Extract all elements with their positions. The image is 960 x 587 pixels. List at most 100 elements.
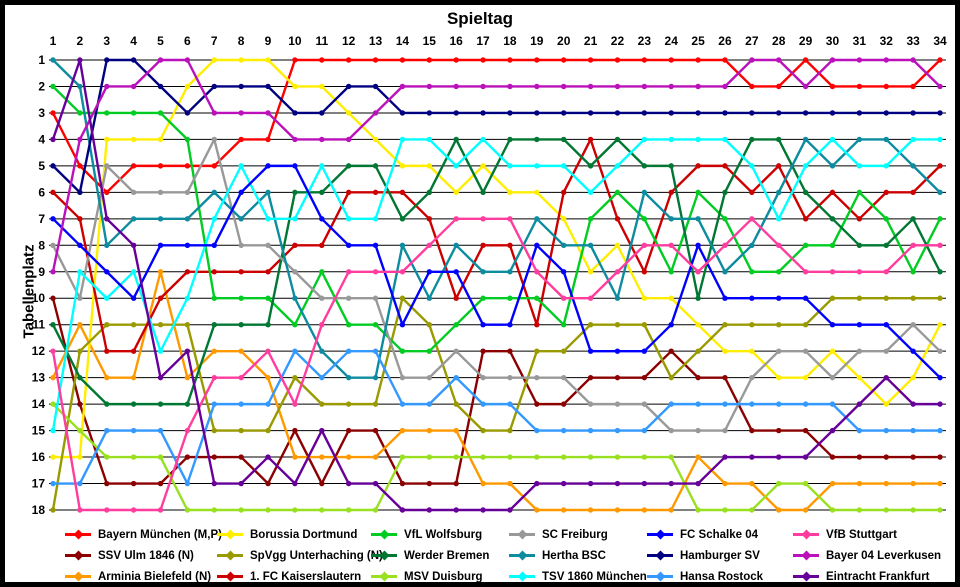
x-tick-32: 32 [880, 34, 894, 48]
data-point [238, 480, 244, 487]
legend-diamond-icon [225, 550, 236, 561]
data-point [534, 295, 540, 301]
data-point [265, 269, 271, 275]
data-point [749, 401, 755, 407]
legend-diamond-icon [517, 571, 528, 582]
data-point [776, 57, 782, 63]
data-point [910, 242, 916, 248]
data-point [749, 269, 755, 275]
legend-column: Bayern München (M,P) SSV Ulm 1846 (N) Armi… [65, 524, 222, 583]
data-point [399, 57, 406, 63]
data-point [399, 189, 406, 196]
data-point [829, 83, 836, 90]
data-point [937, 322, 943, 328]
chart-legend: Bayern München (M,P) SSV Ulm 1846 (N) Armi… [5, 524, 955, 583]
data-point [641, 269, 648, 275]
data-point [211, 401, 217, 407]
data-point [668, 83, 674, 90]
data-point [829, 189, 836, 196]
data-point [292, 480, 298, 487]
data-point [480, 57, 486, 63]
legend-label: Bayer 04 Leverkusen [826, 549, 942, 562]
data-point [560, 189, 567, 196]
data-point [560, 269, 567, 275]
data-point [802, 322, 809, 328]
data-point [345, 83, 352, 90]
data-point [50, 480, 56, 487]
legend-line-marker-swatch [217, 571, 243, 582]
data-point [480, 295, 486, 301]
data-point [399, 374, 406, 381]
data-point [937, 348, 943, 354]
data-point [560, 322, 567, 328]
data-point [211, 189, 217, 196]
data-point [265, 348, 271, 354]
data-point [937, 110, 943, 116]
data-point [77, 507, 83, 513]
x-tick-9: 9 [265, 34, 272, 48]
data-point [507, 374, 513, 381]
data-point [157, 163, 164, 169]
data-point [211, 83, 217, 90]
data-point [668, 57, 674, 63]
data-point [238, 295, 244, 301]
data-point [372, 163, 379, 169]
legend-line-marker-swatch [371, 550, 397, 561]
data-point [426, 348, 433, 354]
data-point [507, 136, 513, 143]
data-point [292, 242, 298, 248]
data-point [534, 269, 540, 275]
data-point [184, 507, 191, 513]
data-point [883, 163, 889, 169]
data-point [695, 507, 701, 513]
data-point [319, 269, 325, 275]
legend-label: Arminia Bielefeld (N) [98, 570, 212, 583]
data-point [184, 427, 191, 434]
data-point [480, 348, 486, 354]
series-line [51, 58, 942, 273]
data-point [319, 189, 325, 196]
data-point [157, 322, 164, 328]
legend-column: VfL Wolfsburg Werder Bremen MSV Duisburg [371, 524, 489, 582]
data-point [130, 401, 137, 407]
data-point [507, 189, 513, 196]
data-point [130, 83, 137, 90]
data-point [399, 216, 406, 222]
legend-line-marker-swatch [647, 571, 673, 582]
data-point [587, 110, 594, 116]
data-point [104, 110, 110, 116]
data-point [641, 507, 648, 513]
y-tick-18: 18 [32, 503, 46, 517]
data-point [157, 216, 164, 222]
data-point [319, 295, 325, 301]
data-point [614, 374, 621, 381]
series-line [51, 297, 942, 512]
data-point [292, 189, 298, 196]
data-point [372, 322, 379, 328]
x-tick-1: 1 [50, 34, 57, 48]
data-point [856, 348, 863, 354]
data-point [534, 242, 540, 248]
data-point [668, 136, 674, 143]
data-point [77, 189, 83, 196]
data-point [104, 348, 110, 354]
data-point [937, 454, 943, 460]
data-point [345, 136, 352, 143]
data-point [453, 216, 459, 222]
x-tick-29: 29 [799, 34, 813, 48]
data-point [130, 454, 137, 460]
data-point [426, 216, 433, 222]
data-point [829, 348, 836, 354]
data-point [749, 242, 755, 248]
legend-item: VfL Wolfsburg [371, 524, 489, 545]
data-point [184, 454, 191, 460]
data-point [507, 216, 513, 222]
data-point [104, 242, 110, 248]
legend-line-marker-swatch [371, 529, 397, 540]
legend-line-marker-swatch [217, 529, 243, 540]
data-point [184, 136, 191, 143]
data-point [453, 295, 459, 301]
data-point [104, 189, 110, 196]
data-point [157, 480, 164, 487]
y-tick-1: 1 [38, 53, 45, 67]
